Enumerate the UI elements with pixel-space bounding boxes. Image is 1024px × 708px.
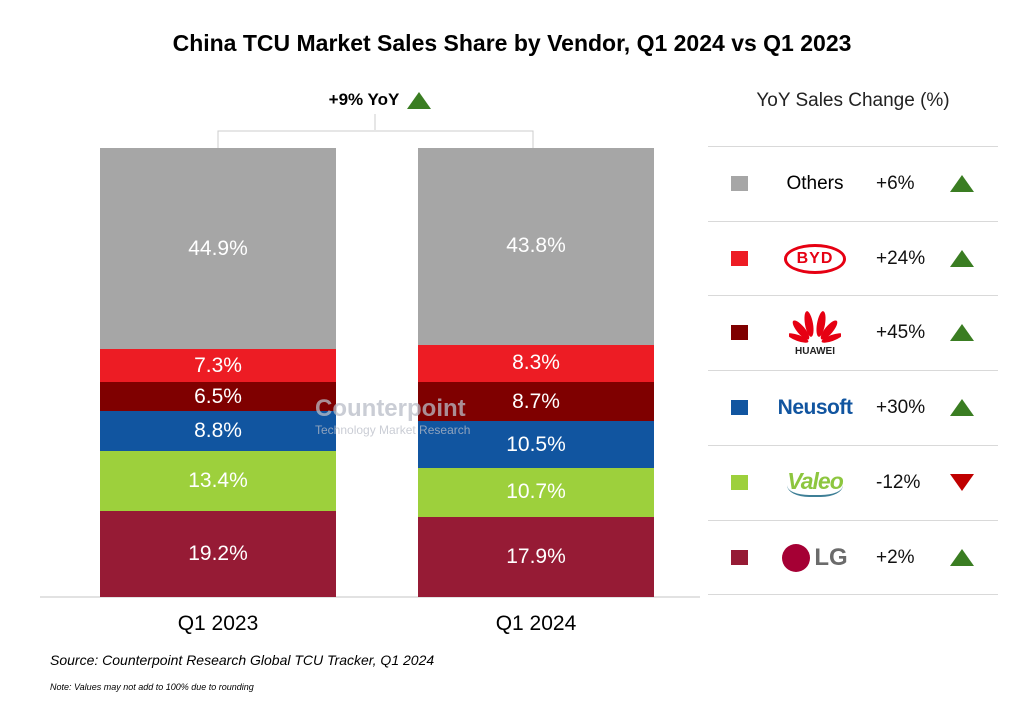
- neusoft-logo: Neusoft: [777, 396, 853, 420]
- byd-logo: BYD: [783, 243, 847, 274]
- legend-vendor: HUAWEI: [770, 296, 860, 370]
- legend-item-neusoft: Neusoft +30%: [708, 370, 998, 445]
- legend-item-lg: LG +2%: [708, 519, 998, 595]
- legend-swatch: [731, 549, 748, 565]
- data-label: 13.4%: [188, 468, 248, 492]
- legend-swatch: [731, 400, 748, 416]
- legend-yoy-value: +6%: [876, 173, 915, 194]
- bar-segment-byd: 8.3%: [418, 344, 654, 383]
- data-label: 19.2%: [188, 541, 248, 565]
- legend-title: YoY Sales Change (%): [756, 90, 950, 111]
- legend-yoy-value: -12%: [876, 471, 921, 493]
- note-text: Note: Values may not add to 100% due to …: [50, 682, 254, 692]
- up-triangle-icon: [950, 324, 974, 342]
- legend-item-huawei: HUAWEI +45%: [708, 295, 998, 370]
- source-text: Source: Counterpoint Research Global TCU…: [50, 652, 435, 668]
- legend-vendor: Neusoft: [770, 371, 860, 445]
- x-tick-label: Q1 2024: [495, 612, 577, 635]
- legend-vendor: LG: [770, 521, 860, 595]
- counterpoint-watermark: Counterpoint Technology Market Research: [265, 395, 470, 437]
- data-label: 10.7%: [506, 480, 566, 504]
- legend-yoy-value: +2%: [876, 546, 915, 568]
- huawei-logo: HUAWEI: [789, 310, 841, 357]
- legend-vendor: BYD: [770, 222, 860, 296]
- bar-segment-neusoft: 8.8%: [100, 411, 336, 451]
- bar-segment-huawei: 8.7%: [418, 382, 654, 422]
- bar-segment-others: 43.8%: [418, 148, 654, 345]
- data-label: 8.3%: [512, 351, 560, 375]
- watermark-brand: Counterpoint: [315, 395, 466, 422]
- watermark-tagline: Technology Market Research: [315, 423, 471, 437]
- bar-segment-valeo: 13.4%: [100, 450, 336, 511]
- legend-swatch: [731, 325, 748, 341]
- down-triangle-icon: [950, 473, 974, 491]
- data-label: 44.9%: [188, 236, 248, 260]
- up-triangle-icon: [407, 91, 432, 109]
- chart-title: China TCU Market Sales Share by Vendor, …: [172, 30, 852, 56]
- data-label: 6.5%: [194, 384, 242, 408]
- legend-yoy-value: +30%: [876, 397, 926, 419]
- up-triangle-icon: [950, 548, 974, 566]
- bar-segment-lg: 17.9%: [418, 516, 654, 597]
- bar-segment-byd: 7.3%: [100, 349, 336, 383]
- data-label: 10.5%: [506, 432, 566, 456]
- lg-logo: LG: [782, 543, 848, 572]
- data-label: 7.3%: [194, 353, 242, 377]
- up-triangle-icon: [950, 175, 974, 192]
- legend-item-byd: BYD +24%: [708, 220, 998, 296]
- legend-divider: [708, 594, 998, 595]
- legend-vendor-label: Others: [786, 173, 844, 194]
- legend-vendor: Others: [770, 147, 860, 221]
- legend-item-valeo: Valeo -12%: [708, 444, 998, 520]
- bar-segment-neusoft: 10.5%: [418, 421, 654, 469]
- up-triangle-icon: [950, 399, 974, 417]
- legend-vendor: Valeo: [770, 446, 860, 520]
- legend-swatch: [731, 474, 748, 490]
- legend-yoy-value: +24%: [876, 247, 926, 269]
- bar-segment-huawei: 6.5%: [100, 382, 336, 412]
- valeo-logo: Valeo: [787, 468, 844, 498]
- x-tick-label: Q1 2023: [177, 612, 259, 635]
- data-label: 8.7%: [512, 389, 560, 413]
- legend-yoy-value: +45%: [876, 322, 926, 344]
- data-label: 17.9%: [506, 544, 566, 568]
- legend-item-others: Others +6%: [708, 146, 998, 221]
- bar-segment-valeo: 10.7%: [418, 468, 654, 517]
- bar-segment-others: 44.9%: [100, 148, 336, 350]
- legend-swatch: [731, 250, 748, 266]
- bar-segment-lg: 19.2%: [100, 510, 336, 597]
- data-label: 8.8%: [194, 419, 242, 443]
- total-yoy-change: +9% YoY: [300, 90, 460, 110]
- huawei-petals-icon: [789, 311, 841, 343]
- data-label: 43.8%: [506, 234, 566, 258]
- up-triangle-icon: [950, 249, 974, 267]
- total-yoy-label: +9% YoY: [328, 90, 400, 109]
- legend-swatch: [731, 176, 748, 191]
